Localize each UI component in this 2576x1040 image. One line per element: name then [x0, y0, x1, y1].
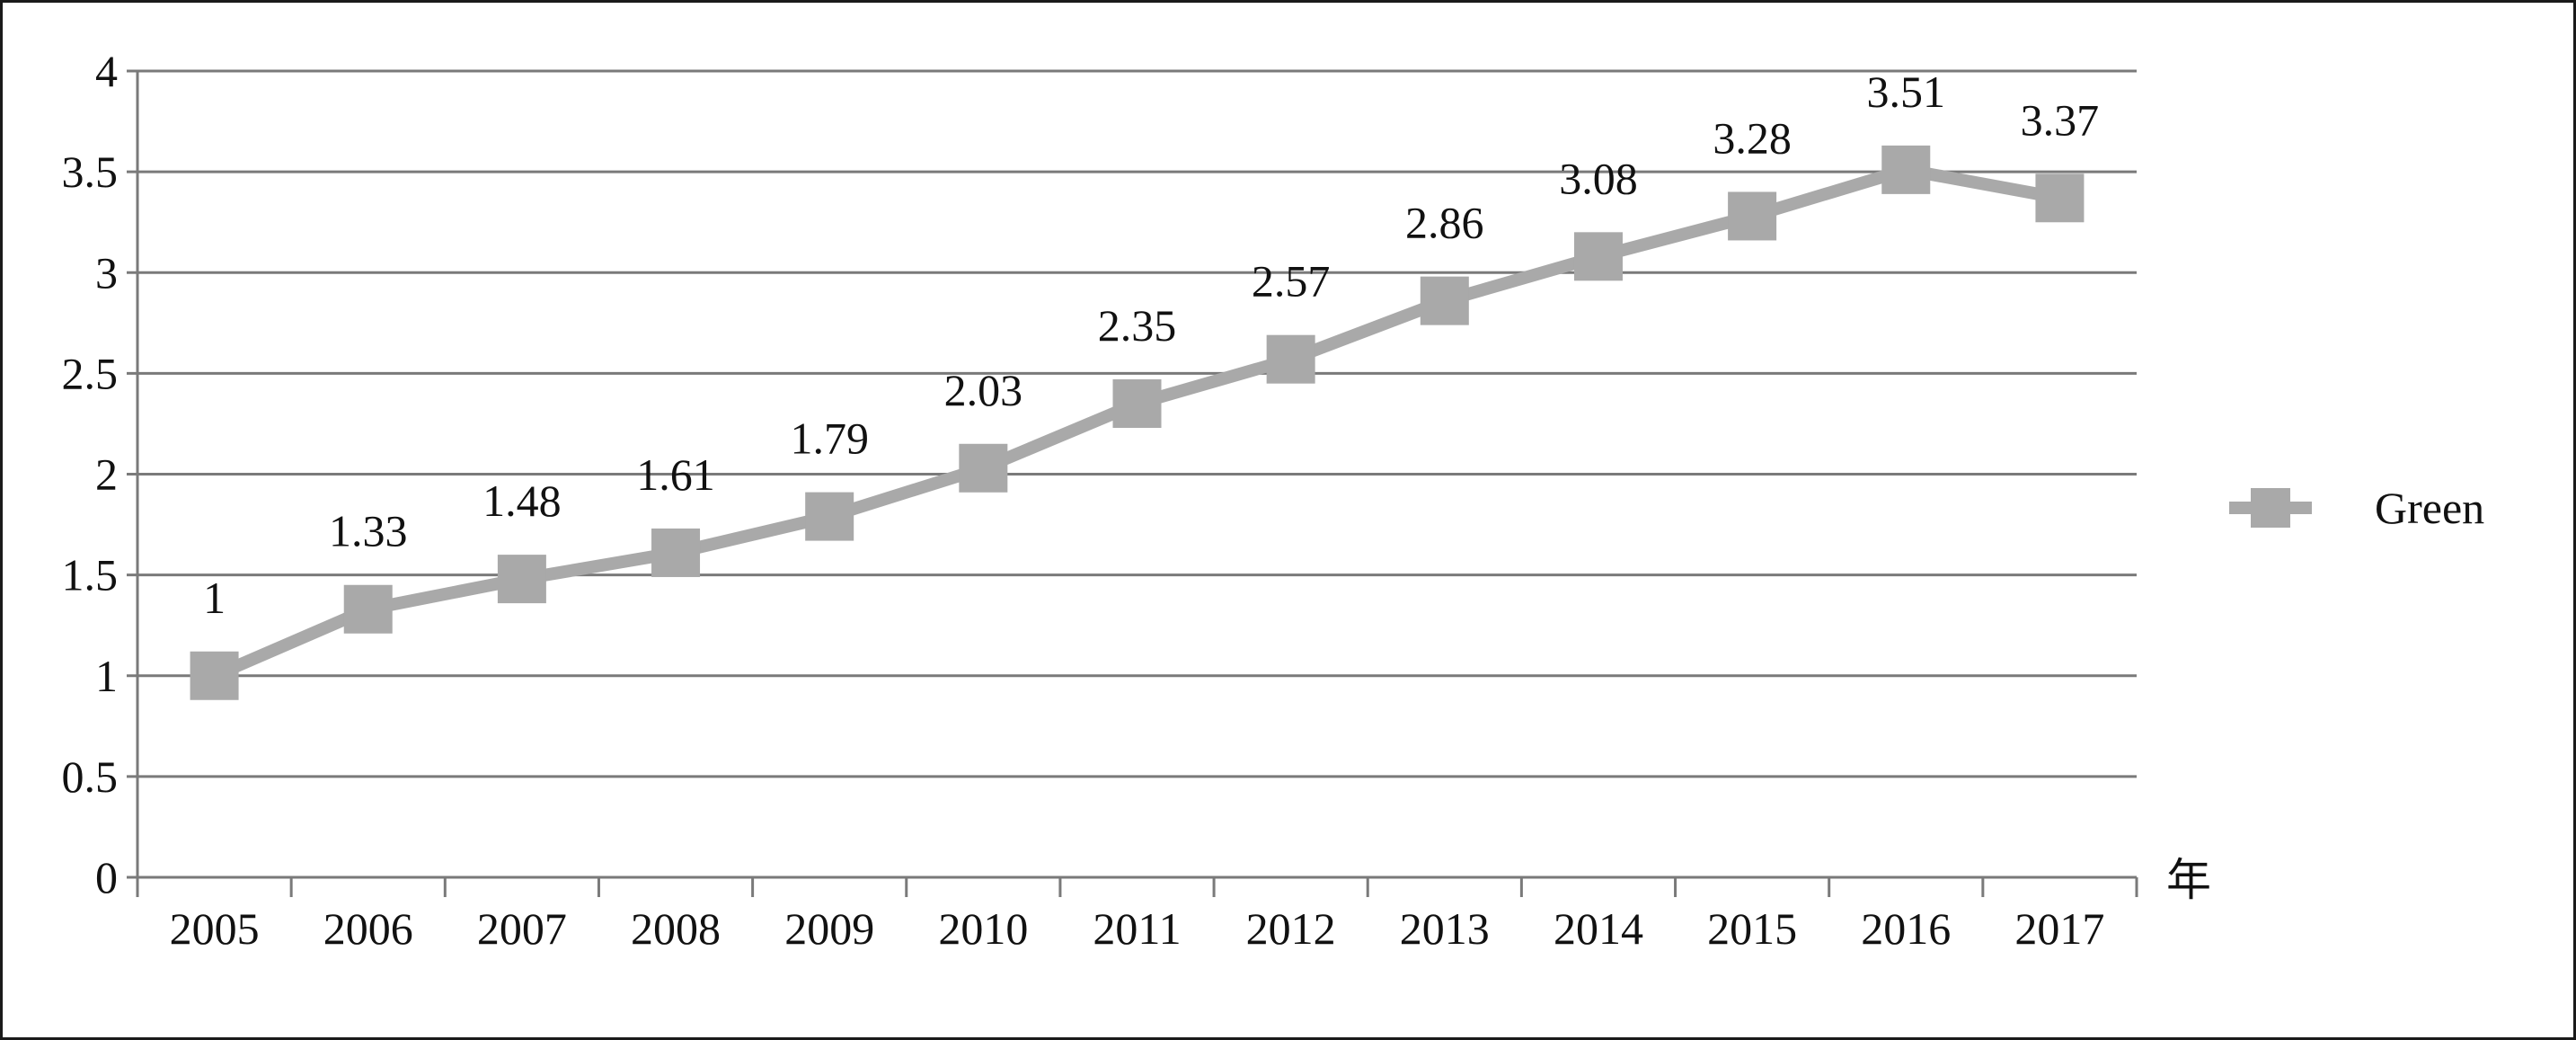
data-label: 2.03	[944, 365, 1023, 415]
y-tick-label: 2.5	[62, 348, 119, 398]
data-label: 3.08	[1559, 153, 1638, 203]
data-label: 2.86	[1405, 198, 1484, 248]
y-tick-labels: 0 0.5 1 1.5 2 2.5 3 3.5 4	[62, 46, 137, 902]
data-label: 2.57	[1252, 256, 1331, 307]
x-tick-label: 2008	[631, 903, 721, 954]
data-label: 1.61	[636, 449, 715, 500]
data-point-marker	[805, 492, 854, 541]
line-chart: 00.511.522.533.54 2005 2006 2007 2008 2009 20…	[62, 46, 2485, 954]
legend-marker	[2251, 488, 2290, 528]
x-tick-label: 2006	[323, 903, 413, 954]
x-tick-label: 2005	[170, 903, 260, 954]
y-tick-label: 3	[95, 247, 118, 298]
data-label: 3.51	[1867, 67, 1946, 117]
data-point-marker	[343, 584, 393, 634]
x-tick-label: 2012	[1246, 903, 1336, 954]
data-label: 2.35	[1098, 300, 1177, 351]
data-point-marker	[1112, 379, 1162, 429]
legend: Green	[2229, 483, 2484, 533]
x-tick-label: 2011	[1093, 903, 1181, 954]
data-labels: 1 1.33 1.48 1.61 1.79 2.03 2.35 2.57 2.86 3.08 3.2…	[203, 67, 2099, 623]
y-tick-label: 2	[95, 449, 118, 500]
y-tick-label: 1.5	[62, 550, 119, 600]
y-tick-label: 1	[95, 651, 118, 701]
data-point-marker	[1420, 276, 1469, 325]
data-point-marker	[1266, 334, 1315, 384]
x-tick-label: 2010	[938, 903, 1028, 954]
y-tick-label: 4	[95, 46, 118, 96]
series-green	[190, 145, 2085, 700]
data-point-marker	[959, 443, 1008, 493]
x-tick-label: 2009	[784, 903, 874, 954]
x-ticks: 2005 2006 2007 2008 2009 2010 2011 2012 2013 2014…	[136, 877, 2138, 954]
data-label: 3.37	[2021, 94, 2100, 145]
data-label: 1.79	[790, 413, 869, 464]
data-point-marker	[651, 528, 701, 577]
x-tick-label: 2015	[1707, 903, 1797, 954]
x-unit-label: 年	[2166, 855, 2211, 905]
data-label: 1.48	[482, 476, 562, 526]
data-point-marker	[1728, 191, 1777, 241]
gridlines	[137, 69, 2137, 778]
legend-label: Green	[2375, 483, 2484, 533]
y-tick-label: 0.5	[62, 751, 119, 802]
data-label: 1.33	[329, 506, 408, 556]
x-tick-label: 2007	[477, 903, 567, 954]
x-tick-label: 2014	[1554, 903, 1643, 954]
x-tick-label: 2013	[1400, 903, 1490, 954]
x-tick-label: 2017	[2014, 903, 2104, 954]
y-tick-label: 3.5	[62, 147, 119, 197]
y-tick-label: 0	[95, 852, 118, 902]
x-tick-label: 2016	[1861, 903, 1951, 954]
data-label: 3.28	[1713, 112, 1792, 163]
data-label: 1	[203, 573, 226, 623]
data-point-marker	[190, 651, 239, 700]
data-point-marker	[1881, 145, 1931, 194]
data-point-marker	[497, 555, 546, 604]
data-point-marker	[2035, 173, 2085, 223]
data-point-marker	[1573, 232, 1623, 281]
